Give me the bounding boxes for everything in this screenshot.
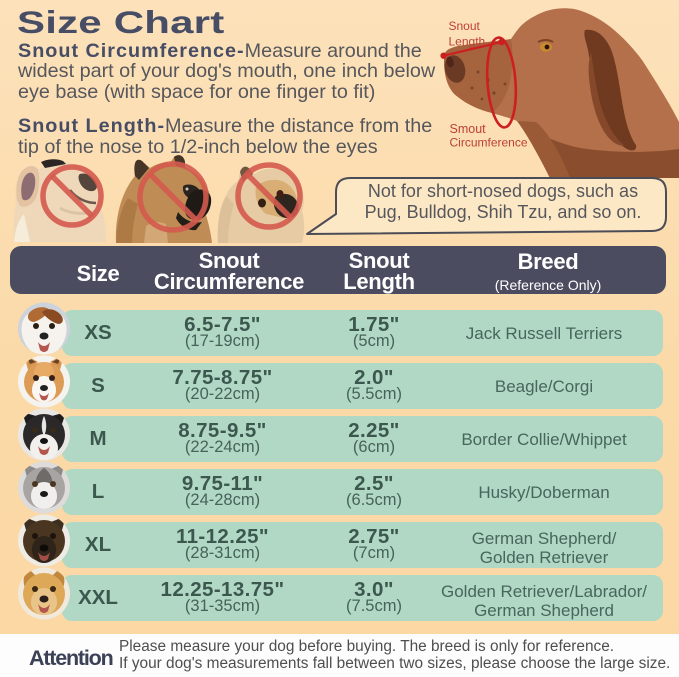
svg-text:Smout: Smout: [450, 122, 487, 136]
svg-text:Length: Length: [449, 35, 486, 49]
svg-text:Circumference: Circumference: [450, 136, 528, 150]
svg-text:Snout: Snout: [449, 19, 481, 33]
